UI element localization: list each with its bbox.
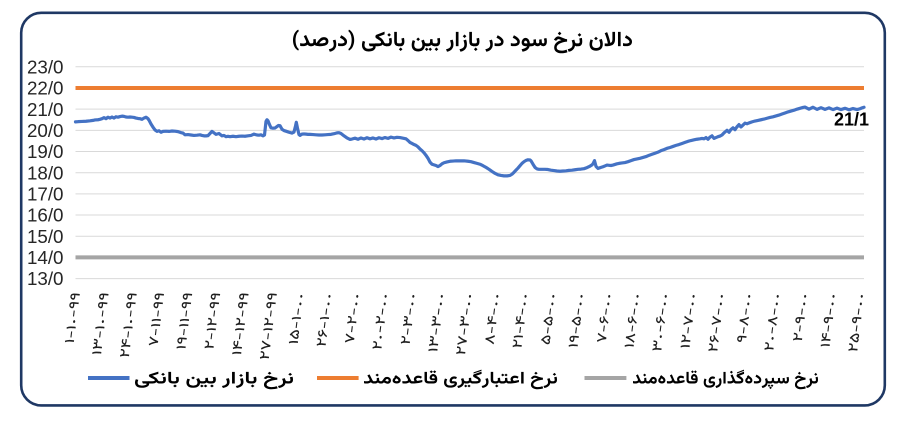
svg-text:18/0: 18/0 bbox=[27, 162, 64, 183]
svg-text:19/0: 19/0 bbox=[27, 141, 64, 162]
svg-text:23/0: 23/0 bbox=[27, 56, 64, 77]
svg-text:22/0: 22/0 bbox=[27, 78, 64, 99]
svg-text:21/0: 21/0 bbox=[27, 99, 64, 120]
svg-text:21/1: 21/1 bbox=[834, 110, 869, 130]
svg-text:17/0: 17/0 bbox=[27, 184, 64, 205]
svg-text:13/0: 13/0 bbox=[27, 268, 64, 289]
svg-text:16/0: 16/0 bbox=[27, 205, 64, 226]
svg-text:15/0: 15/0 bbox=[27, 226, 64, 247]
svg-text:14/0: 14/0 bbox=[27, 247, 64, 268]
svg-text:20/0: 20/0 bbox=[27, 120, 64, 141]
